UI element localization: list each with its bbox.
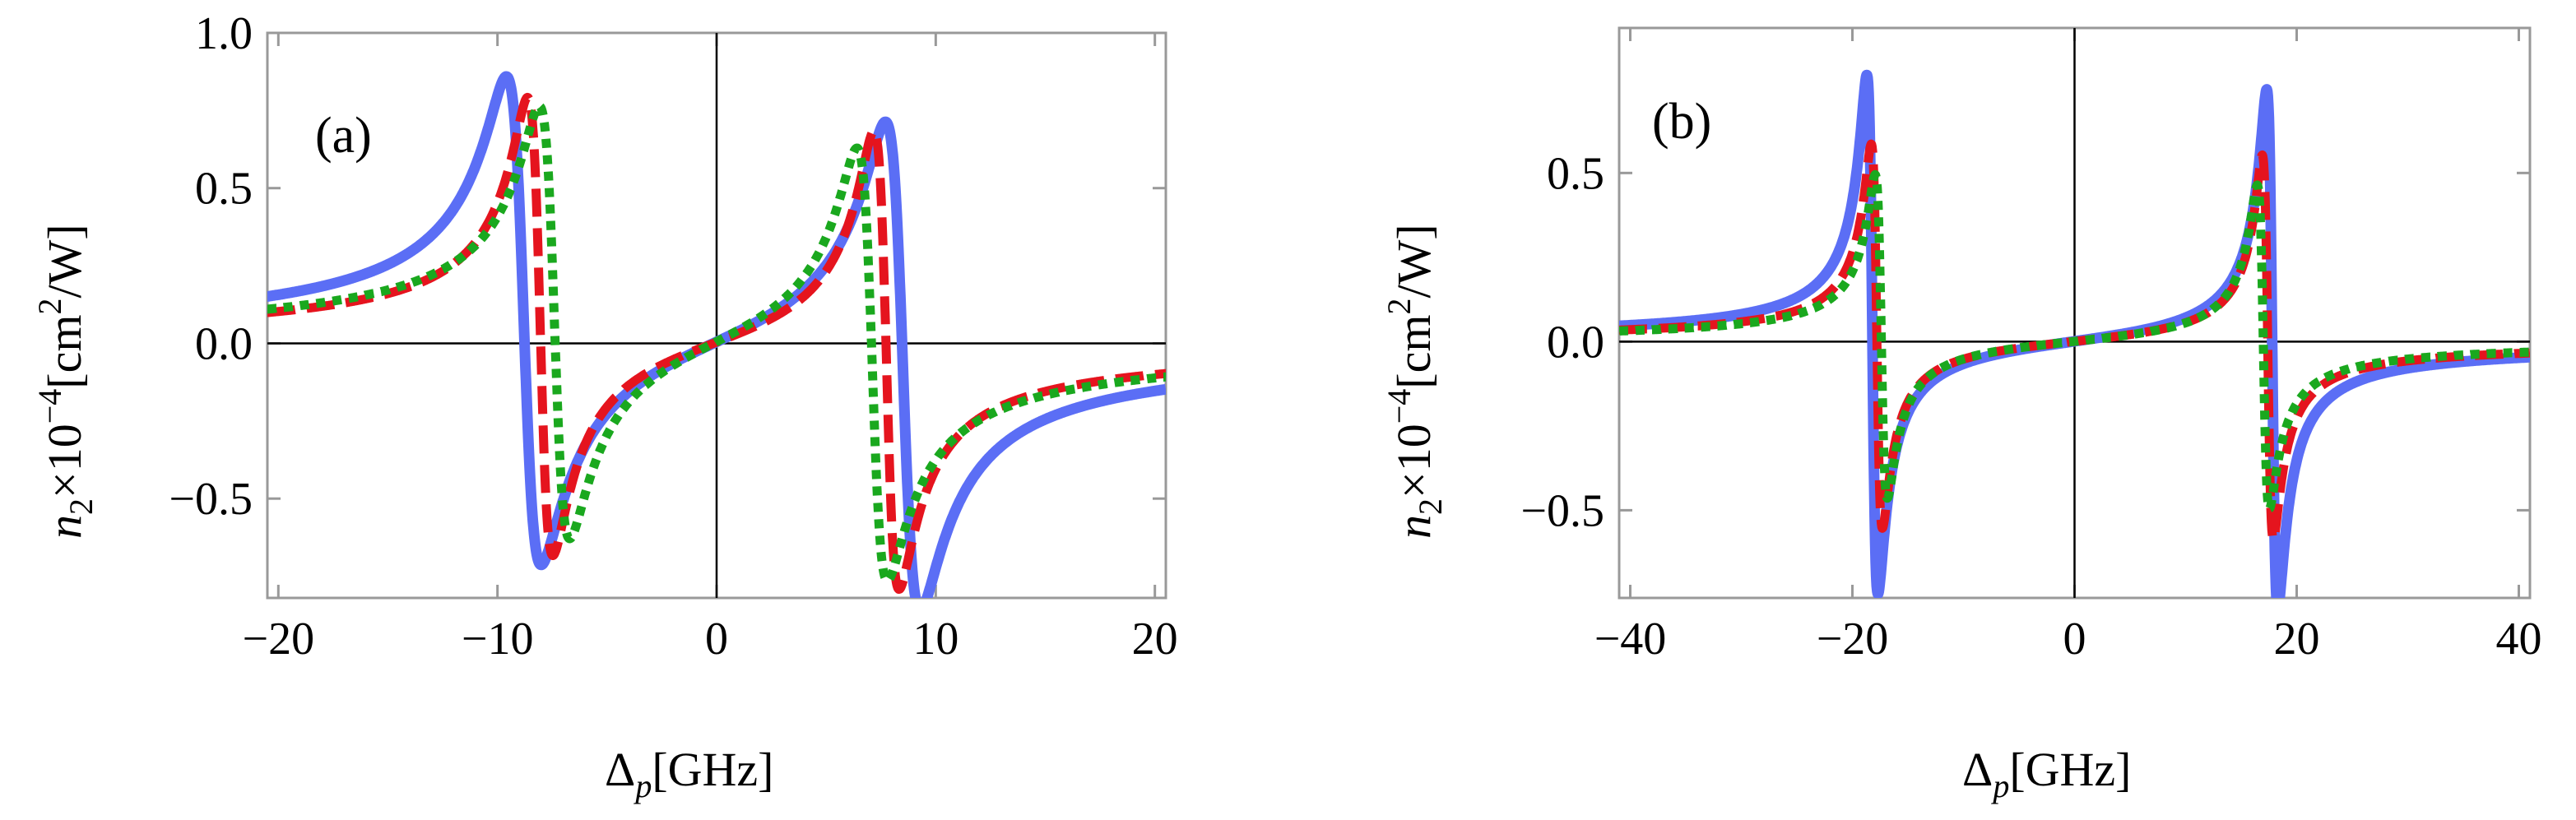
x-tick-label-a: 0 — [705, 614, 728, 665]
x-tick-label-a: 10 — [912, 614, 958, 665]
y-tick-label-b: 0.0 — [1547, 317, 1604, 368]
y-axis-title-a: n2×10−4[cm2/W] — [31, 224, 100, 539]
y-tick-label-a: 0.5 — [195, 164, 253, 215]
panel-label-b: (b) — [1652, 94, 1711, 150]
y-tick-label-a: 1.0 — [195, 8, 253, 59]
x-tick-label-b: 20 — [2274, 614, 2320, 665]
panel-label-a: (a) — [315, 108, 372, 164]
x-tick-label-a: −20 — [243, 614, 315, 665]
series-dotted-b — [1619, 169, 2530, 513]
series-dotted-a — [267, 101, 1166, 586]
panel-a: (a) Δp[GHz] n2×10−4[cm2/W] −20 −10 0 10 20 −0… — [31, 8, 1178, 804]
y-tick-label-b: −0.5 — [1520, 485, 1604, 536]
y-tick-label-a: 0.0 — [195, 318, 253, 369]
panel-b: (b) Δp[GHz] n2×10−4[cm2/W] −40 −20 0 20 40 −0… — [1381, 26, 2542, 804]
x-axis-title-b: Δp[GHz] — [1962, 743, 2131, 804]
x-tick-label-b: 0 — [2063, 614, 2086, 665]
x-tick-label-b: 40 — [2496, 614, 2542, 665]
x-axis-title-a: Δp[GHz] — [605, 743, 773, 804]
x-tick-label-b: −40 — [1594, 614, 1667, 665]
x-tick-label-b: −20 — [1817, 614, 1889, 665]
x-tick-label-a: −10 — [462, 614, 534, 665]
y-tick-label-a: −0.5 — [169, 474, 253, 525]
y-tick-label-b: 0.5 — [1547, 148, 1604, 199]
x-tick-label-a: 20 — [1132, 614, 1178, 665]
y-axis-title-b: n2×10−4[cm2/W] — [1381, 224, 1449, 539]
